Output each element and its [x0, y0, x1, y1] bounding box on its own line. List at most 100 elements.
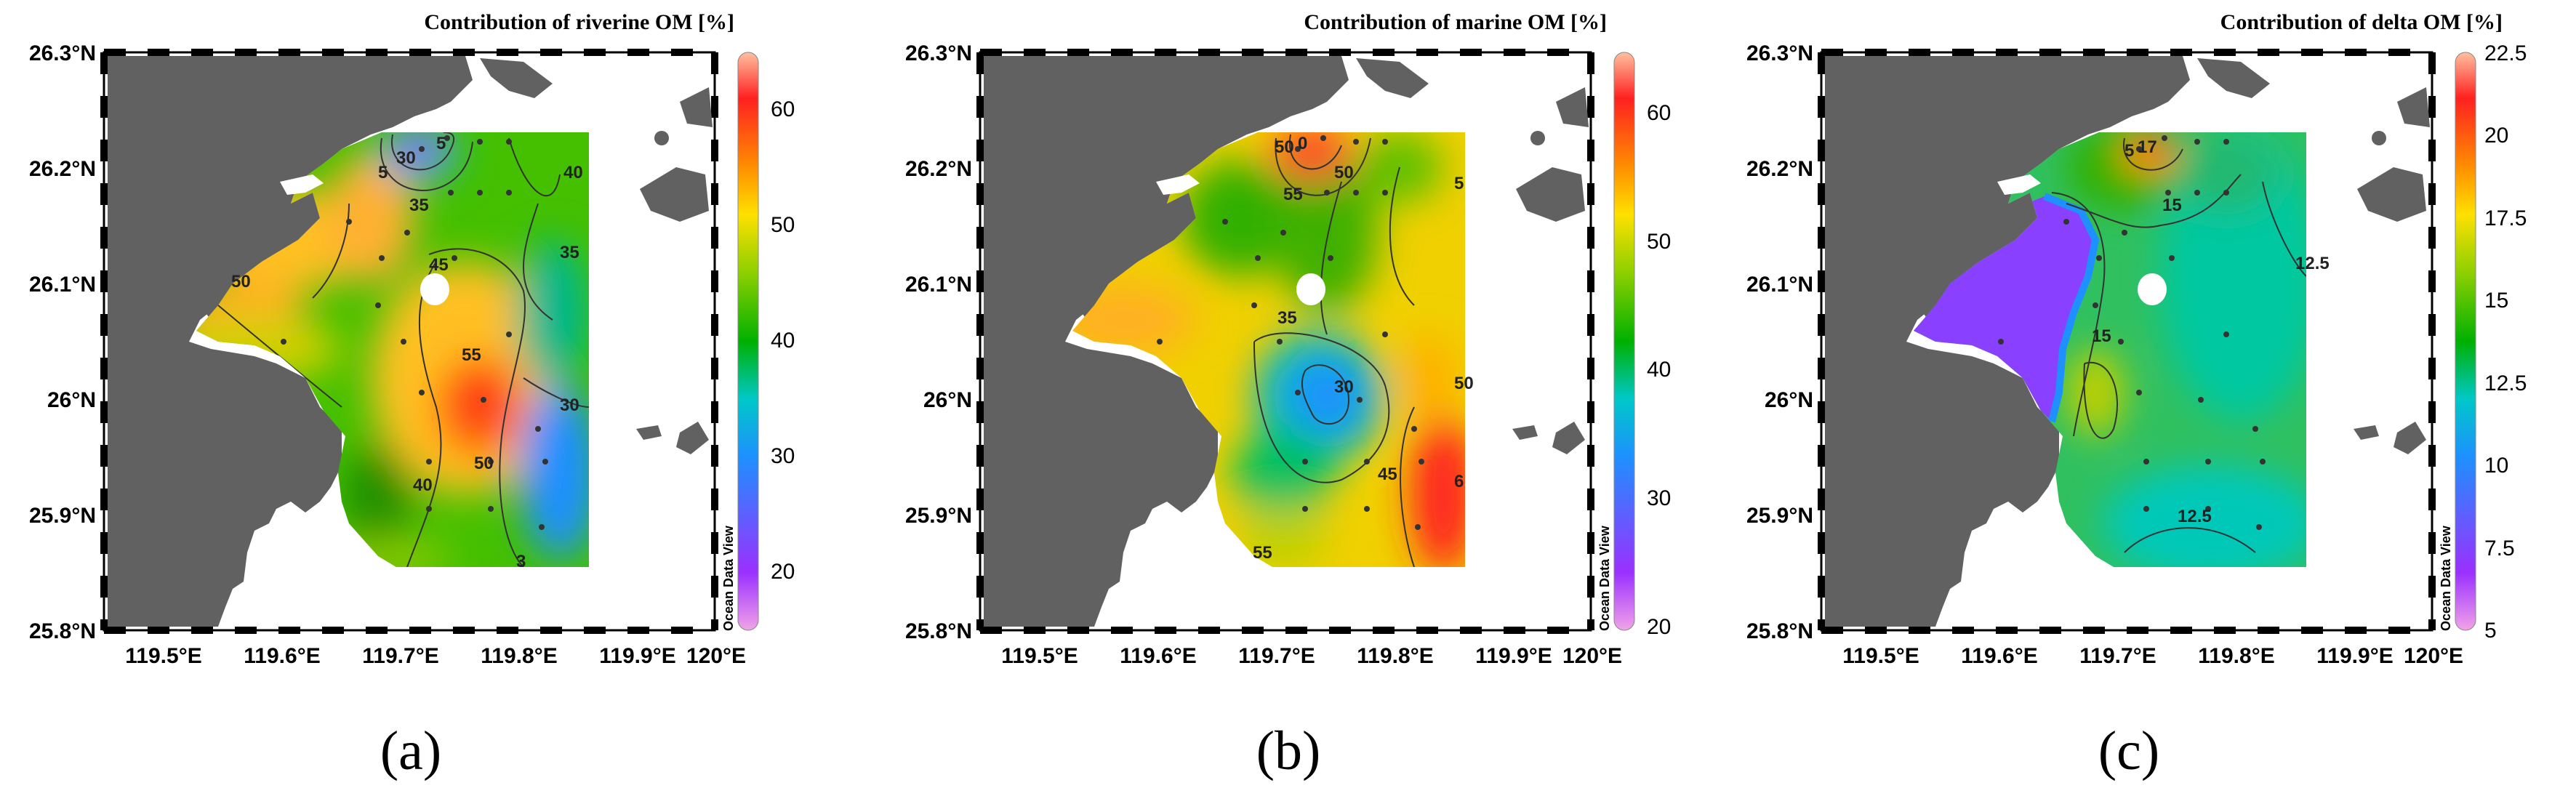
contour-label: 40 — [413, 475, 433, 495]
y-tick-label: 26.2°N — [29, 157, 96, 181]
contour-label: 40 — [563, 163, 583, 182]
east-island-3 — [2354, 425, 2379, 440]
contour-label: 50 — [1275, 137, 1294, 157]
contour-label: 3 — [516, 552, 526, 571]
y-tick-label: 25.9°N — [1746, 504, 1813, 528]
x-tick-label: 119.6°E — [1120, 644, 1196, 668]
contour-label: 15 — [2162, 196, 2182, 215]
y-tick-label: 25.8°N — [29, 619, 96, 643]
y-tick-label: 26.2°N — [1746, 157, 1813, 181]
contour-label: 55 — [1283, 185, 1303, 204]
colorbar-tick-label: 7.5 — [2484, 536, 2515, 560]
x-tick-label: 119.6°E — [244, 644, 320, 668]
east-island-1 — [640, 167, 709, 222]
y-tick-label: 25.9°N — [905, 504, 972, 528]
north-island — [1356, 58, 1429, 98]
contour-label: 12.5 — [2295, 254, 2330, 273]
islet — [654, 131, 669, 145]
contour-label: 55 — [1253, 543, 1272, 563]
y-tick-label: 26.1°N — [29, 273, 96, 297]
contour-labels: 30 5 5 35 45 40 35 50 55 30 50 40 3 — [231, 134, 583, 571]
river-channel — [1156, 174, 1200, 195]
east-island-4 — [676, 422, 709, 454]
east-island-1 — [2357, 167, 2426, 222]
east-island-4 — [2394, 422, 2426, 454]
x-tick-label: 119.9°E — [2316, 644, 2393, 668]
y-tick-label: 26.3°N — [1746, 41, 1813, 65]
caption-b: (b) — [1256, 720, 1321, 781]
colorbar-tick-label: 12.5 — [2484, 371, 2527, 395]
colorbar-title: Contribution of riverine OM [%] — [424, 10, 734, 34]
sampling-stations — [1157, 135, 1424, 530]
colorbar-title: Contribution of marine OM [%] — [1304, 10, 1607, 34]
lake — [2138, 273, 2167, 305]
contour-label: 50 — [231, 272, 251, 292]
x-axis-labels: 119.5°E 119.6°E 119.7°E 119.8°E 119.9°E … — [1001, 644, 1622, 668]
x-axis-labels: 119.5°E 119.6°E 119.7°E 119.8°E 119.9°E … — [125, 644, 746, 668]
colorbar — [2455, 52, 2476, 631]
islet — [1530, 131, 1545, 145]
contour-labels: 17 5 15 12.5 15 12.5 — [2092, 137, 2330, 526]
east-island-3 — [636, 425, 662, 440]
river-channel — [280, 174, 324, 195]
contour-label: 50 — [1454, 374, 1474, 393]
x-tick-label: 119.9°E — [599, 644, 675, 668]
lake — [420, 273, 449, 305]
ocean-data-view-credit: Ocean Data View — [1597, 525, 1612, 631]
contour-lines — [1253, 134, 1415, 567]
colorbar — [737, 52, 759, 631]
x-tick-label: 119.8°E — [1357, 644, 1433, 668]
y-tick-label: 26°N — [47, 388, 96, 412]
x-tick-label: 119.8°E — [2198, 644, 2274, 668]
y-tick-label: 26.1°N — [1746, 273, 1813, 297]
east-island-2 — [680, 87, 713, 127]
mainland-land — [1825, 56, 2190, 627]
y-axis-labels: 26.3°N 26.2°N 26.1°N 26°N 25.9°N 25.8°N — [905, 41, 972, 643]
y-tick-label: 26.1°N — [905, 273, 972, 297]
x-tick-label: 119.5°E — [1001, 644, 1078, 668]
x-tick-label: 119.5°E — [1842, 644, 1919, 668]
colorbar-tick-label: 20 — [1647, 615, 1671, 639]
y-tick-label: 26.3°N — [29, 41, 96, 65]
y-tick-label: 25.8°N — [905, 619, 972, 643]
contour-label: 45 — [1378, 465, 1397, 484]
colorbar-tick-label: 10 — [2484, 454, 2508, 478]
colorbar-ticks: 22.5 20 17.5 15 12.5 10 7.5 5 — [2484, 41, 2527, 643]
contour-label: 6 — [1454, 472, 1464, 491]
x-tick-label: 119.5°E — [125, 644, 201, 668]
mainland-land — [108, 56, 473, 627]
panel-b: 0 50 55 50 5 35 30 50 45 6 55 26.3°N 26.… — [905, 10, 1671, 668]
east-island-3 — [1512, 425, 1538, 440]
y-tick-label: 26.3°N — [905, 41, 972, 65]
sampling-stations — [1998, 135, 2266, 530]
colorbar-tick-label: 30 — [771, 444, 795, 468]
contour-label: 55 — [462, 345, 481, 365]
lake — [1296, 273, 1325, 305]
contour-label: 0 — [1298, 134, 1307, 153]
y-tick-label: 26°N — [1765, 388, 1813, 412]
contour-label: 35 — [409, 196, 429, 215]
colorbar-tick-label: 5 — [2484, 619, 2497, 643]
y-tick-label: 25.8°N — [1746, 619, 1813, 643]
frame-tick-marks — [1818, 49, 2436, 634]
low-contribution-zone — [1914, 196, 2095, 422]
colorbar-tick-label: 60 — [771, 97, 795, 121]
x-tick-label: 119.7°E — [1238, 644, 1315, 668]
colorbar-tick-label: 17.5 — [2484, 206, 2527, 230]
colorbar-title: Contribution of delta OM [%] — [2220, 10, 2503, 34]
colorbar-ticks: 60 50 40 30 20 — [1647, 101, 1671, 639]
ocean-data-view-credit: Ocean Data View — [2439, 525, 2453, 631]
contour-label: 50 — [1334, 163, 1354, 182]
colorbar-tick-label: 15 — [2484, 289, 2508, 313]
x-axis-labels: 119.5°E 119.6°E 119.7°E 119.8°E 119.9°E … — [1842, 644, 2463, 668]
contour-label: 35 — [560, 243, 579, 262]
colorbar — [1613, 52, 1635, 631]
x-tick-label: 120°E — [2404, 644, 2463, 668]
x-tick-label: 119.6°E — [1961, 644, 2037, 668]
east-island-2 — [1556, 87, 1589, 127]
sampling-stations — [281, 135, 548, 530]
x-tick-label: 120°E — [1562, 644, 1622, 668]
x-tick-label: 119.8°E — [481, 644, 557, 668]
y-tick-label: 26°N — [923, 388, 972, 412]
contour-label: 5 — [378, 163, 388, 182]
